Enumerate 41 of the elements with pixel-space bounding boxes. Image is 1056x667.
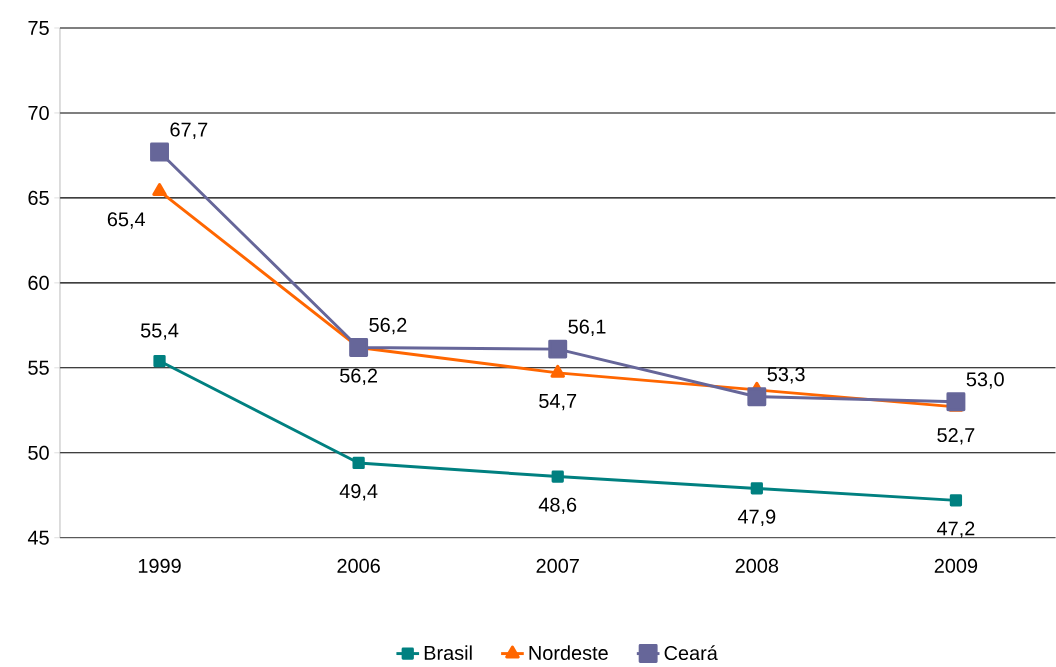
point bbox=[349, 337, 369, 357]
point bbox=[152, 182, 167, 196]
point bbox=[150, 142, 169, 162]
y-tick-label: 45 bbox=[27, 530, 49, 545]
legend-label: Nordeste bbox=[529, 645, 608, 660]
point bbox=[747, 387, 767, 407]
point bbox=[548, 339, 568, 359]
text: 54,7 bbox=[539, 394, 577, 411]
x-tick-label: 2006 bbox=[337, 558, 380, 573]
point bbox=[550, 364, 565, 378]
x-tick-label: 2007 bbox=[536, 558, 579, 573]
y-tick-label: 75 bbox=[28, 20, 49, 35]
text: 53,0 bbox=[966, 372, 1004, 389]
text: 47,9 bbox=[737, 509, 776, 526]
y-tick-label: 60 bbox=[28, 275, 49, 290]
text: 56,2 bbox=[340, 368, 378, 385]
text: 55,4 bbox=[140, 323, 179, 340]
text: 56,2 bbox=[369, 317, 407, 335]
point bbox=[551, 470, 564, 483]
legend-label: Brasil bbox=[424, 645, 472, 660]
text: 65,4 bbox=[107, 212, 146, 229]
text: 53,3 bbox=[767, 367, 805, 384]
y-tick-label: 70 bbox=[28, 105, 49, 120]
text: 56,1 bbox=[568, 319, 606, 336]
text: 52,7 bbox=[937, 427, 975, 445]
text: 49,4 bbox=[339, 483, 378, 501]
point bbox=[352, 456, 365, 469]
point bbox=[946, 392, 966, 412]
x-tick-label: 1999 bbox=[138, 558, 181, 573]
x-tick-label: 2009 bbox=[934, 558, 978, 573]
y-tick-label: 50 bbox=[28, 445, 49, 460]
point bbox=[949, 494, 963, 507]
text: 67,7 bbox=[170, 122, 208, 139]
text: 47,2 bbox=[937, 521, 975, 538]
text: 48,6 bbox=[538, 497, 577, 514]
x-tick-label: 2008 bbox=[735, 558, 779, 573]
y-tick-label: 55 bbox=[28, 360, 49, 375]
point bbox=[750, 482, 763, 495]
y-tick-label: 65 bbox=[28, 190, 49, 205]
point bbox=[153, 354, 166, 368]
legend-label: Ceará bbox=[664, 645, 718, 660]
